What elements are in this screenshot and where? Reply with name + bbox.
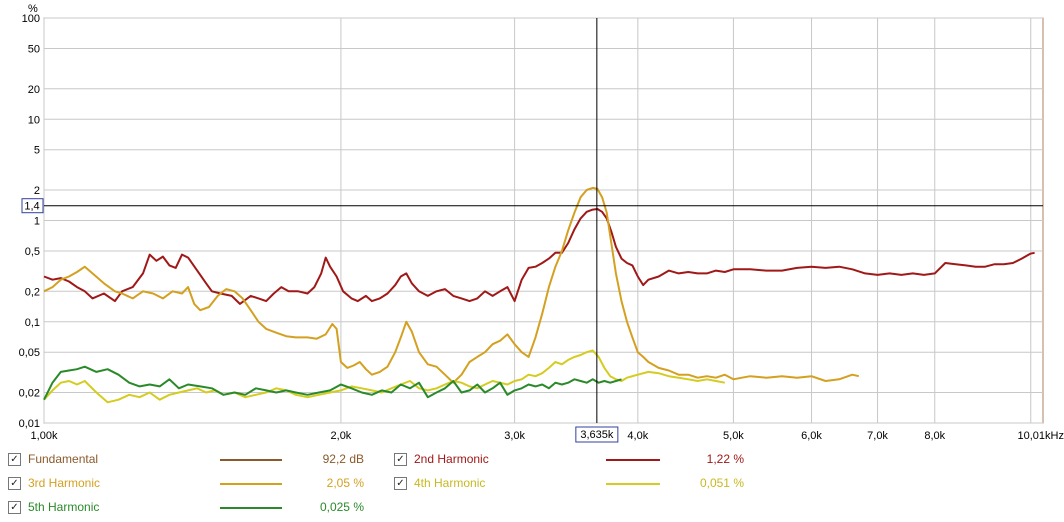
5th-harmonic-checkbox[interactable]: ✓ — [8, 501, 21, 514]
x-axis-labels: 1,00k 2,0k 3,0k 4,0k 5,0k 6,0k 7,0k 8,0k 10,01kH… — [31, 430, 1064, 442]
legend-swatch — [220, 459, 282, 461]
series-3rd-harmonic — [43, 186, 860, 384]
y-tick-label: 100 — [22, 13, 40, 25]
y-tick-label: 10 — [28, 114, 40, 126]
legend-value: 0,051 % — [699, 476, 744, 490]
legend-item-5th-harmonic: ✓ 5th Harmonic 0,025 % — [8, 496, 378, 518]
cursor: 3,635k 1,4 — [21, 18, 1043, 443]
cursor-y-label: 1,4 — [24, 201, 39, 213]
legend-item-4th-harmonic: ✓ 4th Harmonic 0,051 % — [394, 472, 764, 494]
y-tick-label: 0,5 — [25, 246, 40, 258]
series-5th-harmonic — [43, 365, 622, 401]
x-tick-label: 6,0k — [801, 430, 822, 442]
y-tick-label: 0,02 — [19, 388, 40, 400]
grid-lines — [43, 17, 1043, 424]
y-axis-labels: 100 50 20 10 5 2 1 0,5 0,2 0,1 0,05 0,02 0,01 — [19, 13, 40, 430]
4th-harmonic-checkbox[interactable]: ✓ — [394, 477, 407, 490]
legend-value: 2,05 % — [326, 476, 364, 490]
cursor-y-box — [21, 198, 44, 214]
cursor-x-label: 3,635k — [580, 429, 614, 441]
series-lines — [43, 186, 1035, 404]
x-tick-label: 8,0k — [924, 430, 945, 442]
y-tick-label: 20 — [28, 84, 40, 96]
y-unit-label: % — [28, 3, 38, 15]
3rd-harmonic-checkbox[interactable]: ✓ — [8, 477, 21, 490]
y-tick-label: 0,1 — [25, 317, 40, 329]
fundamental-checkbox[interactable]: ✓ — [8, 453, 21, 466]
x-tick-label: 1,00k — [31, 430, 58, 442]
legend-name: 5th Harmonic — [28, 500, 100, 514]
x-tick-label: 10,01kHz — [1018, 430, 1064, 442]
distortion-chart: 100 50 20 10 5 2 1 0,5 0,2 0,1 0,05 0,02 0,01 1,00k 2… — [19, 3, 1064, 443]
series-2nd-harmonic — [43, 208, 1035, 305]
x-tick-label: 7,0k — [867, 430, 888, 442]
legend-item-3rd-harmonic: ✓ 3rd Harmonic 2,05 % — [8, 472, 378, 494]
legend-name: Fundamental — [28, 452, 99, 466]
legend-name: 3rd Harmonic — [28, 476, 101, 490]
legend-name: 2nd Harmonic — [414, 452, 489, 466]
y-tick-label: 0,05 — [19, 347, 40, 359]
x-tick-label: 5,0k — [723, 430, 744, 442]
legend-swatch — [220, 483, 282, 485]
legend-name: 4th Harmonic — [414, 476, 486, 490]
cursor-x-box — [575, 426, 619, 443]
x-tick-label: 2,0k — [331, 430, 352, 442]
y-tick-label: 2 — [34, 185, 40, 197]
2nd-harmonic-checkbox[interactable]: ✓ — [394, 453, 407, 466]
legend-swatch — [606, 483, 660, 485]
y-tick-label: 0,2 — [25, 286, 40, 298]
legend-value: 1,22 % — [706, 452, 744, 466]
legend-value: 0,025 % — [319, 500, 364, 514]
y-tick-label: 5 — [34, 145, 40, 157]
series-4th-harmonic — [43, 349, 725, 404]
legend: ✓ Fundamental 92,2 dB ✓ 2nd Harmonic 1,2… — [0, 448, 1064, 522]
x-tick-label: 4,0k — [627, 430, 648, 442]
legend-value: 92,2 dB — [322, 452, 364, 466]
legend-swatch — [220, 507, 282, 509]
y-tick-label: 0,01 — [19, 418, 40, 430]
y-tick-label: 1 — [34, 216, 40, 228]
legend-item-fundamental: ✓ Fundamental 92,2 dB — [8, 448, 378, 470]
y-tick-label: 50 — [28, 43, 40, 55]
legend-item-2nd-harmonic: ✓ 2nd Harmonic 1,22 % — [394, 448, 764, 470]
x-tick-label: 3,0k — [504, 430, 525, 442]
legend-swatch — [606, 459, 660, 461]
